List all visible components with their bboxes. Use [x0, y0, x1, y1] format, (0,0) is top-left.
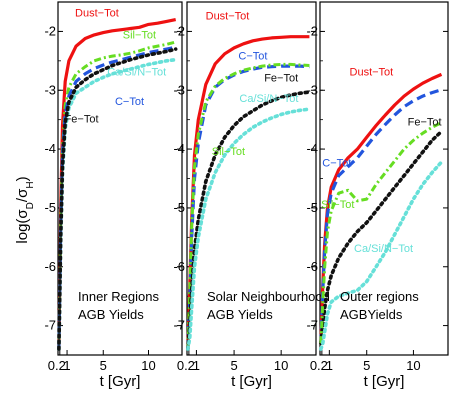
x-tick-label: 0.2 — [310, 358, 328, 373]
series-label: Dust−Tot — [350, 67, 394, 79]
x-tick-label: 0.2 — [177, 358, 195, 373]
panel-annotation: AGBYields — [340, 307, 403, 322]
y-tick-label: -2 — [173, 23, 185, 38]
x-tick-label: 1 — [193, 358, 200, 373]
series-label: Dust−Tot — [206, 11, 250, 23]
series-label: Fe−Tot — [264, 72, 298, 84]
series-label: Ca/Si/N−Tot — [239, 93, 298, 105]
y-tick-label: -4 — [44, 141, 56, 156]
series-label: C−Tot — [115, 96, 144, 108]
series-label: Ca/Si/N−Tot — [107, 67, 166, 79]
series-line: Fe−Tot — [319, 129, 444, 346]
y-tick-label: -5 — [306, 200, 318, 215]
x-tick-label: 10 — [406, 358, 420, 373]
y-tick-label: -5 — [173, 200, 185, 215]
y-tick-label: -2 — [44, 23, 56, 38]
y-tick-label: -7 — [173, 318, 185, 333]
panel-solar: -7-6-5-4-3-20.21 5 10t [Gyr]Dust−TotC−TotS… — [173, 1, 330, 390]
y-tick-label: -7 — [306, 318, 318, 333]
x-tick-label: 10 — [274, 358, 288, 373]
y-tick-label: -4 — [306, 141, 318, 156]
y-tick-label: -3 — [173, 82, 185, 97]
x-axis-label: t [Gyr] — [364, 373, 405, 390]
series-label: Fe−Tot — [65, 114, 99, 126]
x-tick-label: 1 — [326, 358, 333, 373]
panel-annotation: Outer regions — [340, 289, 419, 304]
x-tick-label: 0.2 — [48, 358, 66, 373]
series-line: Ca/Si/N−Tot — [186, 107, 312, 351]
series-label: Fe−Tot — [408, 117, 442, 129]
x-axis-label: t [Gyr] — [100, 373, 141, 390]
series-line: Fe−Tot — [57, 47, 178, 351]
series-label: Sil−Tot — [212, 146, 245, 158]
panel-annotation: Solar Neighbourhood — [207, 289, 330, 304]
series-line: Dust−Tot — [57, 18, 177, 350]
series-label: Dust−Tot — [75, 8, 119, 20]
series-label: C−Tot — [238, 51, 267, 63]
y-tick-label: -2 — [306, 23, 318, 38]
y-tick-label: -4 — [173, 141, 185, 156]
panels: -7-6-5-4-3-20.21 5 10t [Gyr]Dust−TotSil−To… — [44, 1, 449, 390]
y-tick-label: -6 — [173, 259, 185, 274]
y-tick-label: -3 — [44, 82, 56, 97]
panel-annotation: Inner Regions — [78, 289, 159, 304]
panel-outer: -7-6-5-4-3-20.21 5 10t [Gyr]Dust−TotC−TotF… — [306, 1, 449, 390]
x-axis-label: t [Gyr] — [231, 373, 272, 390]
y-tick-label: -3 — [306, 82, 318, 97]
series-line: Sil−Tot — [186, 62, 310, 350]
x-tick-label: 5 — [100, 358, 107, 373]
y-tick-label: -5 — [44, 200, 56, 215]
x-tick-label: 5 — [230, 358, 237, 373]
series-label: Sil−Tot — [123, 29, 156, 41]
series-line: C−Tot — [319, 88, 442, 344]
y-tick-label: -7 — [44, 318, 56, 333]
panel-annotation: AGB Yields — [207, 307, 273, 322]
series-label: C−Tot — [322, 158, 351, 170]
series-line: Ca/Si/N−Tot — [319, 160, 444, 351]
y-axis-label: log(σD/σH) — [14, 176, 36, 243]
y-tick-label: -6 — [44, 259, 56, 274]
panel-inner: -7-6-5-4-3-20.21 5 10t [Gyr]Dust−TotSil−To… — [44, 1, 183, 390]
y-tick-label: -6 — [306, 259, 318, 274]
series-line: Sil−Tot — [319, 121, 443, 344]
series-line: Dust−Tot — [319, 72, 443, 344]
series-line: C−Tot — [57, 45, 177, 350]
x-tick-label: 10 — [141, 358, 155, 373]
series-label: Sil−Tot — [321, 199, 354, 211]
series-label: Ca/Si/N−Tot — [354, 243, 413, 255]
x-tick-label: 5 — [363, 358, 370, 373]
x-tick-label: 1 — [63, 358, 70, 373]
panel-annotation: AGB Yields — [78, 307, 144, 322]
